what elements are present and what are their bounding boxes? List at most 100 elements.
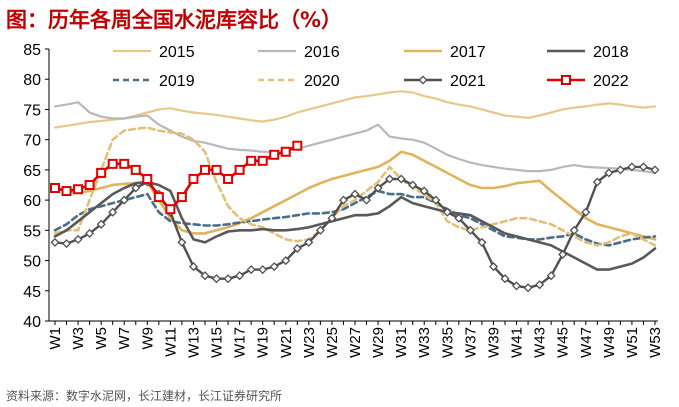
series-point-2021 <box>61 239 72 249</box>
series-point-2022 <box>280 146 291 157</box>
series-line-2016 <box>53 101 657 174</box>
legend-label-2021: 2021 <box>450 73 486 90</box>
series-point-2021 <box>200 271 210 281</box>
series-point-2021 <box>396 174 406 184</box>
x-tick-label: W17 <box>232 327 249 358</box>
x-tick-label: W53 <box>647 327 664 358</box>
series-point-2022 <box>292 140 303 151</box>
series-point-2021 <box>558 249 568 260</box>
legend-marker-2022 <box>561 75 571 85</box>
series-line-2021 <box>53 165 657 289</box>
series-point-2021 <box>615 165 625 175</box>
x-tick-label: W39 <box>485 327 502 358</box>
x-tick-label: W29 <box>370 327 387 358</box>
x-tick-label: W27 <box>347 327 364 358</box>
legend-label-2017: 2017 <box>450 44 486 61</box>
series-point-2022 <box>257 155 268 166</box>
series-point-2022 <box>200 164 210 175</box>
series-point-2021 <box>119 195 129 205</box>
x-tick-label: W9 <box>139 327 156 350</box>
series-point-2021 <box>188 262 199 272</box>
series-point-2021 <box>131 183 141 193</box>
y-tick-label: 60 <box>23 193 41 210</box>
series-point-2022 <box>223 173 234 184</box>
series-point-2021 <box>50 237 60 247</box>
x-tick-label: W21 <box>278 327 295 358</box>
series-point-2021 <box>581 207 591 217</box>
series-point-2022 <box>61 186 72 197</box>
series-point-2021 <box>338 195 349 205</box>
series-point-2021 <box>292 243 302 254</box>
series-point-2021 <box>246 265 256 275</box>
y-tick-label: 85 <box>23 42 41 59</box>
series-point-2021 <box>108 207 118 217</box>
series-point-2022 <box>246 155 257 166</box>
series-point-2022 <box>119 158 130 169</box>
y-tick-label: 50 <box>23 254 41 271</box>
legend-marker-2021 <box>418 75 428 85</box>
page-title: 图：历年各周全国水泥库容比（%） <box>6 8 343 32</box>
y-tick-label: 75 <box>23 102 41 119</box>
y-tick-label: 70 <box>23 133 41 150</box>
series-point-2021 <box>281 256 291 266</box>
series-point-2021 <box>627 162 637 172</box>
series-point-2021 <box>477 237 487 247</box>
series-point-2021 <box>269 262 279 272</box>
series-point-2021 <box>511 281 522 291</box>
series-point-2022 <box>165 204 176 215</box>
x-tick-label: W7 <box>116 327 133 350</box>
x-tick-label: W15 <box>209 327 226 358</box>
series-line-2020 <box>53 126 657 247</box>
x-tick-label: W1 <box>47 327 64 350</box>
y-tick-label: 55 <box>23 223 41 240</box>
series-point-2021 <box>361 195 372 205</box>
source-note: 资料来源：数字水泥网，长江建材，长江证券研究所 <box>6 389 283 403</box>
x-tick-label: W31 <box>393 327 410 358</box>
x-tick-label: W25 <box>324 327 341 358</box>
series-point-2021 <box>96 219 106 229</box>
series-point-2021 <box>373 183 383 193</box>
series-point-2021 <box>638 162 649 172</box>
series-point-2021 <box>569 225 579 235</box>
series-point-2022 <box>188 173 199 184</box>
y-tick-label: 40 <box>23 314 41 331</box>
line-chart: 40 45 50 55 60 65 70 75 80 85 W1 W3 W5 W7 W9 W11 W13 W15 W… <box>23 42 664 358</box>
series-point-2022 <box>234 164 245 175</box>
series-point-2021 <box>350 189 360 199</box>
x-tick-label: W3 <box>70 327 87 350</box>
series-point-2021 <box>315 225 325 235</box>
x-tick-label: W51 <box>624 327 641 358</box>
series-point-2022 <box>269 149 280 160</box>
series-point-2021 <box>454 213 464 223</box>
series-point-2021 <box>604 168 614 178</box>
series-line-2018 <box>53 180 657 271</box>
series-point-2021 <box>500 274 510 284</box>
series-point-2021 <box>211 274 222 284</box>
series-point-2021 <box>235 271 245 281</box>
series-line-2019 <box>53 189 657 247</box>
series-point-2021 <box>223 274 233 284</box>
legend-label-2022: 2022 <box>593 73 629 90</box>
series-point-2021 <box>431 195 441 205</box>
x-tick-label: W23 <box>301 327 318 358</box>
series-point-2021 <box>408 180 418 190</box>
legend-label-2016: 2016 <box>304 44 340 61</box>
series-point-2021 <box>385 174 395 184</box>
x-tick-label: W11 <box>162 327 179 357</box>
x-tick-label: W5 <box>93 327 110 350</box>
y-tick-label: 65 <box>23 163 41 180</box>
y-tick-label: 45 <box>23 284 41 301</box>
series-point-2021 <box>419 186 429 196</box>
x-tick-label: W45 <box>555 327 572 358</box>
legend-label-2020: 2020 <box>304 73 340 90</box>
series-point-2022 <box>50 183 60 194</box>
x-tick-label: W43 <box>532 327 549 358</box>
series-point-2022 <box>73 184 84 195</box>
x-tick-label: W13 <box>185 327 202 358</box>
series-point-2022 <box>130 164 141 175</box>
series-point-2022 <box>176 192 187 203</box>
legend-label-2018: 2018 <box>593 44 629 61</box>
series-point-2021 <box>488 262 499 272</box>
series-point-2021 <box>327 213 337 223</box>
